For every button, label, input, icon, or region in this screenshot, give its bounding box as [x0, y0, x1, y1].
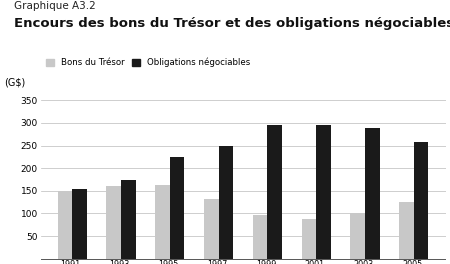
- Bar: [316, 125, 331, 259]
- Bar: [170, 157, 184, 259]
- Text: Graphique A3.2: Graphique A3.2: [14, 1, 95, 11]
- Bar: [72, 188, 87, 259]
- Bar: [399, 202, 414, 259]
- Text: Encours des bons du Trésor et des obligations négociables: Encours des bons du Trésor et des obliga…: [14, 17, 450, 30]
- Bar: [253, 215, 267, 259]
- Text: (G$): (G$): [4, 78, 25, 88]
- Bar: [58, 191, 72, 259]
- Bar: [204, 199, 219, 259]
- Bar: [414, 142, 428, 259]
- Bar: [155, 185, 170, 259]
- Bar: [121, 180, 135, 259]
- Legend: Bons du Trésor, Obligations négociables: Bons du Trésor, Obligations négociables: [45, 57, 251, 68]
- Bar: [219, 145, 233, 259]
- Bar: [267, 125, 282, 259]
- Bar: [351, 213, 365, 259]
- Bar: [106, 186, 121, 259]
- Bar: [302, 219, 316, 259]
- Bar: [365, 128, 380, 259]
